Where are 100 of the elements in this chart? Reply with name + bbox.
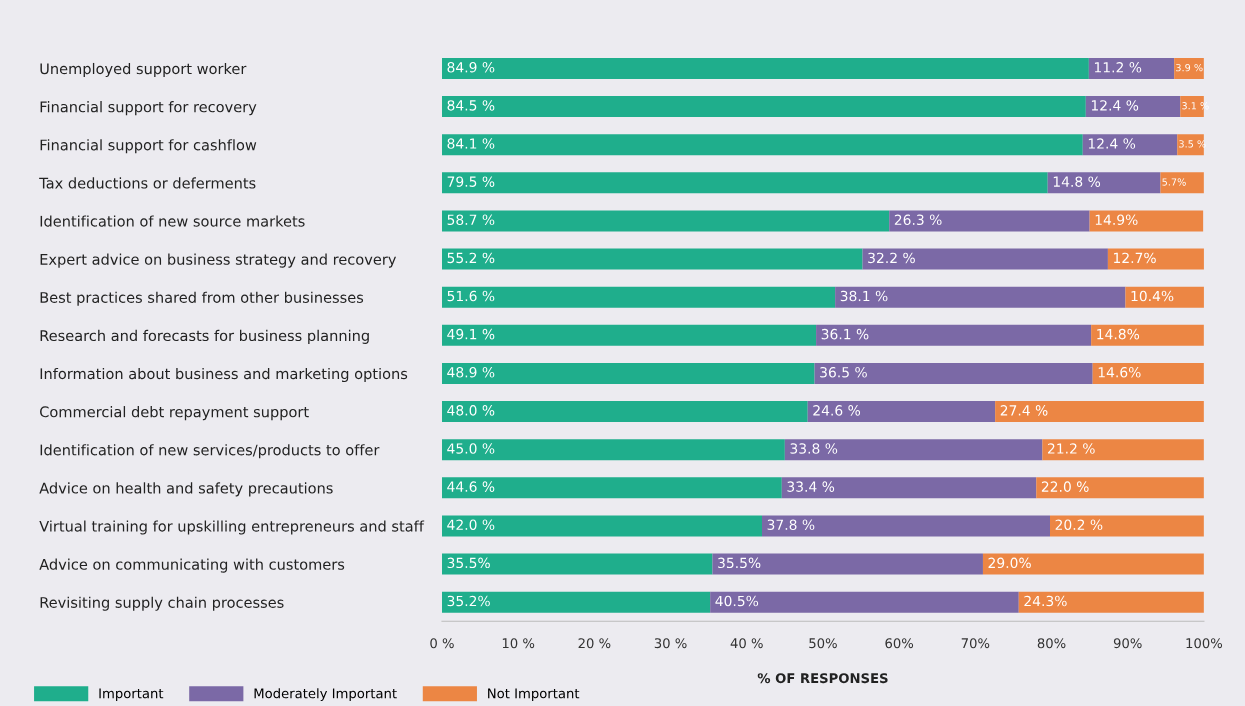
y-tick-label: Expert advice on business strategy and recovery [40, 253, 397, 268]
bar [814, 362, 1093, 384]
data-label: 58.7 % [447, 214, 495, 226]
bar [784, 439, 1043, 461]
bar [710, 591, 1019, 613]
y-tick-label: Advice on health and safety precautions [39, 482, 333, 497]
data-label: 36.5 % [820, 367, 867, 378]
y-tick-label: Research and forecasts for business planning [40, 329, 369, 344]
bar [816, 324, 1092, 346]
data-label: 33.4 % [787, 481, 835, 492]
bar [441, 210, 890, 232]
bar [995, 401, 1204, 423]
data-label: 12.7% [1114, 252, 1156, 264]
x-tick-label: 60% [885, 638, 914, 649]
bar [441, 96, 1086, 118]
bar [712, 553, 983, 575]
data-label: 12.4 % [1088, 138, 1136, 149]
data-label: 10.4% [1131, 290, 1174, 302]
data-label: 29.0% [988, 557, 1031, 569]
bar [1177, 134, 1204, 156]
data-label: 45.0 % [447, 443, 495, 454]
data-label: 84.1 % [447, 138, 495, 149]
data-label: 24.6 % [813, 405, 861, 416]
bar [441, 477, 782, 499]
y-tick-label: Identification of new services/products to offer [40, 444, 380, 459]
legend-label: Important [99, 688, 164, 701]
data-label: 36.1 % [821, 328, 869, 340]
bar [441, 172, 1048, 194]
bar [1092, 362, 1204, 384]
x-tick-label: 40 % [730, 638, 763, 649]
bar [1050, 515, 1204, 537]
bar [807, 401, 996, 423]
x-tick-label: 100% [1186, 638, 1223, 649]
data-label: 51.6 % [447, 290, 495, 302]
bar [441, 439, 785, 461]
y-tick-label: Revisiting supply chain processes [40, 596, 284, 611]
data-label: 38.1 % [840, 290, 888, 302]
data-label: 55.2 % [447, 252, 495, 264]
bar [1088, 58, 1175, 79]
data-label: 79.5 % [447, 176, 495, 187]
bar [1107, 248, 1204, 270]
bar [441, 248, 863, 270]
bar [441, 591, 711, 613]
bar [982, 553, 1204, 575]
data-label: 84.5 % [447, 100, 495, 111]
data-label: 35.2% [447, 595, 490, 607]
data-label: 14.9% [1095, 214, 1138, 226]
x-axis-title: % OF RESPONSES [757, 673, 888, 684]
bar [441, 286, 836, 308]
data-label: 14.6% [1098, 367, 1141, 378]
x-tick-label: 80% [1037, 638, 1066, 649]
data-label: 35.5% [447, 557, 490, 569]
bar [1036, 477, 1204, 499]
x-tick-label: 90% [1113, 638, 1142, 649]
data-label: 84.9 % [447, 62, 495, 73]
bar [1042, 439, 1204, 461]
data-label: 35.5% [718, 557, 761, 569]
x-tick-label: 30 % [654, 638, 687, 649]
bar [781, 477, 1037, 499]
y-tick-label: Tax deductions or deferments [39, 177, 256, 189]
y-tick-label: Advice on communicating with customers [39, 558, 345, 573]
bar [835, 286, 1126, 308]
data-label: 20.2 % [1055, 519, 1103, 530]
data-label: 44.6 % [447, 481, 495, 492]
data-label: 40.5% [715, 595, 759, 607]
data-label: 49.1 % [447, 328, 495, 340]
bar [441, 515, 762, 537]
bar [889, 210, 1090, 232]
bar [441, 58, 1089, 79]
x-tick-label: 0 % [430, 638, 454, 649]
bar [1089, 210, 1204, 232]
data-label: 27.4 % [1000, 405, 1048, 416]
bar [1125, 286, 1204, 308]
data-label: 21.2 % [1047, 443, 1095, 454]
y-tick-label: Virtual training for upskilling entrepreneurs and staff [39, 520, 425, 535]
data-label: 48.9 % [447, 367, 495, 378]
data-label: 33.8 % [790, 443, 838, 454]
data-label: 3.9 % [1176, 63, 1203, 72]
data-label: 14.8% [1097, 328, 1140, 340]
data-label: 14.8 % [1053, 176, 1101, 187]
bar [1082, 134, 1178, 156]
bar [441, 401, 808, 423]
data-label: 24.3% [1024, 595, 1067, 607]
bar [862, 248, 1108, 270]
y-tick-label: Best practices shared from other businesses [40, 291, 364, 306]
y-tick-label: Commercial debt repayment support [40, 406, 309, 421]
bar [1018, 591, 1204, 613]
y-tick-label: Information about business and marketing options [40, 367, 408, 383]
data-label: 11.2 % [1094, 62, 1142, 73]
bar [441, 324, 817, 346]
y-tick-label: Unemployed support worker [40, 62, 247, 78]
y-tick-label: Financial support for cashflow [40, 139, 257, 154]
bar [1047, 172, 1161, 194]
bar [441, 134, 1083, 156]
data-label: 12.4 % [1091, 100, 1139, 111]
y-tick-label: Identification of new source markets [40, 215, 305, 227]
bar [761, 515, 1050, 537]
data-label: 42.0 % [447, 519, 495, 530]
legend-label: Not Important [488, 688, 580, 701]
x-tick-label: 70% [961, 638, 990, 649]
